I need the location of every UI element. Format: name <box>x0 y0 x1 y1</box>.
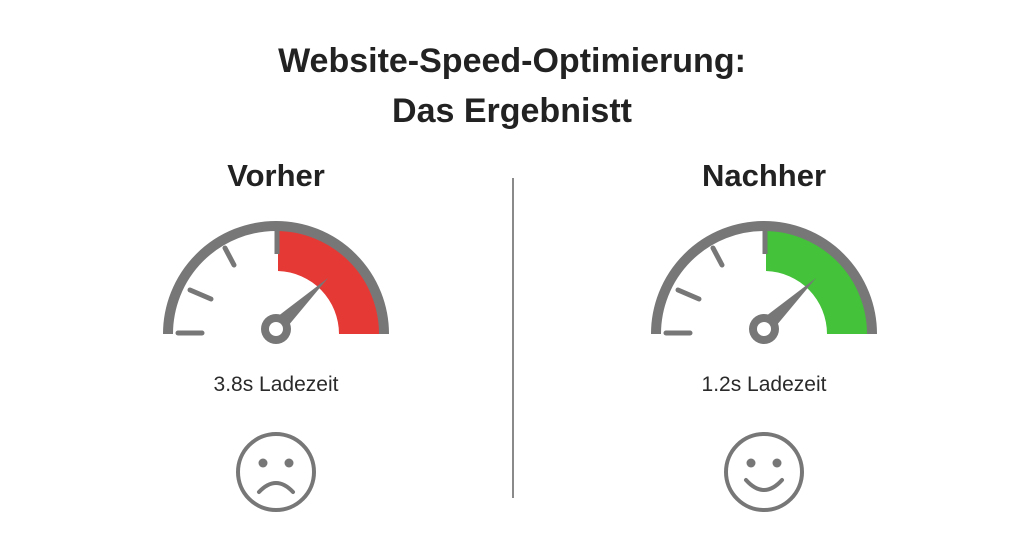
page-title: Website-Speed-Optimierung: Das Ergebnist… <box>0 36 1024 136</box>
after-gauge-fill <box>766 229 869 334</box>
before-gauge-tick <box>187 287 214 302</box>
sad-face-icon <box>236 432 316 512</box>
before-panel: Vorher 3.8s Ladezeit <box>116 150 436 550</box>
before-heading: Vorher <box>227 158 325 193</box>
before-gauge-arc <box>163 221 389 335</box>
title-line-2: Das Ergebnistt <box>392 92 632 130</box>
before-speedometer-icon <box>163 221 389 344</box>
before-gauge-tick <box>222 245 237 268</box>
center-divider <box>512 178 514 498</box>
after-heading: Nachher <box>701 158 827 193</box>
before-gauge-hub-center <box>269 322 283 336</box>
before-gauge-fill <box>278 229 381 334</box>
after-load-time: 1.2s Ladezeit <box>701 373 827 396</box>
after-gauge-arc <box>651 221 877 335</box>
after-gauge-tick <box>710 245 725 268</box>
after-gauge-hub-center <box>757 322 771 336</box>
after-gauge-tick <box>675 287 702 302</box>
before-load-time: 3.8s Ladezeit <box>213 373 339 396</box>
happy-face-icon <box>724 432 804 512</box>
after-speedometer-icon <box>651 221 877 344</box>
after-panel: Nachher 1.2s Ladezeit <box>604 150 924 550</box>
title-line-1: Website-Speed-Optimierung: <box>278 42 746 80</box>
